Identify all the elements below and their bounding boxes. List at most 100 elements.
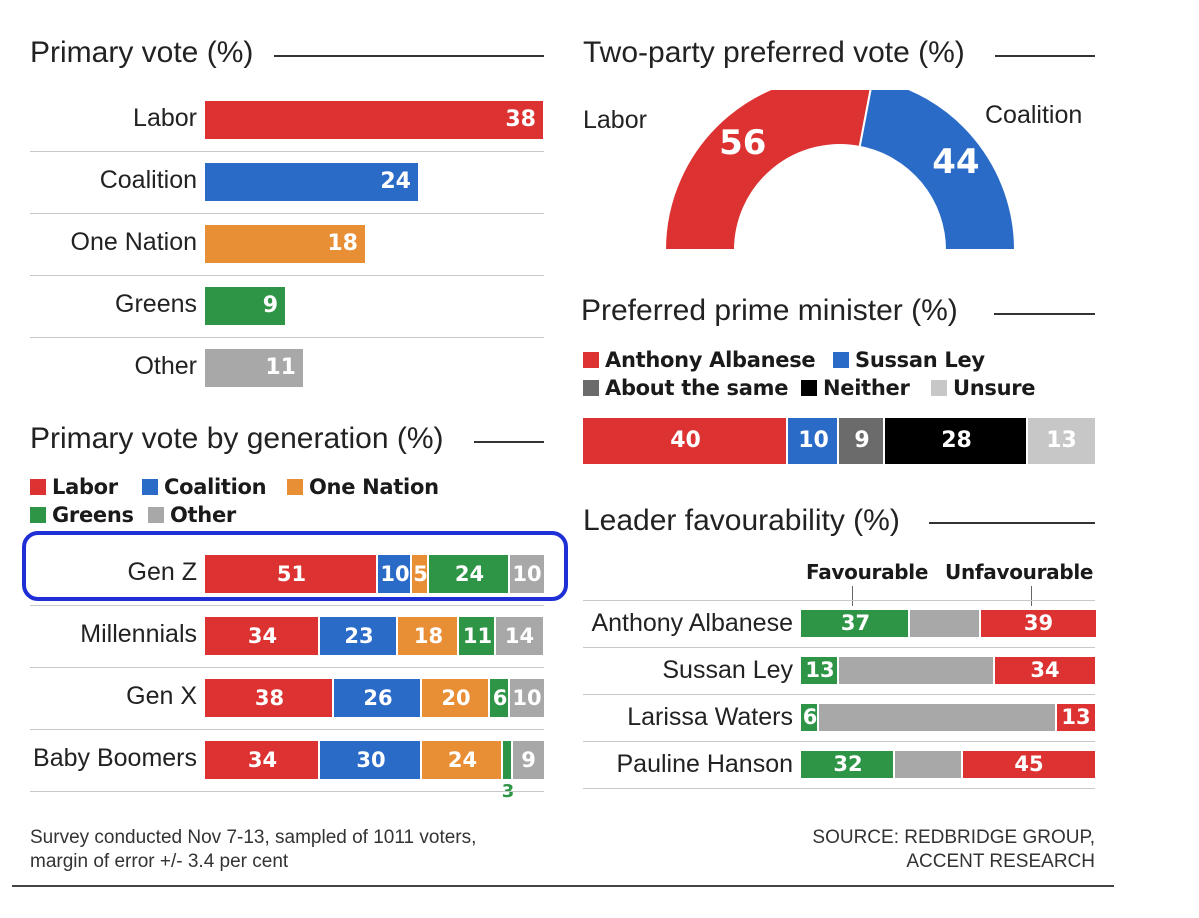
favourability-label-pauline-hanson: Pauline Hanson bbox=[616, 750, 793, 778]
favourability-larissa-waters-favourable-value: 6 bbox=[802, 705, 818, 729]
generation-legend-labor: Labor bbox=[30, 475, 118, 499]
legend-label: Neither bbox=[823, 376, 910, 400]
favourability-pauline-hanson-favourable-bar bbox=[801, 751, 895, 778]
generation-gen-z-other-bar bbox=[510, 555, 544, 593]
generation-millennials-coalition-bar bbox=[320, 617, 398, 655]
row-separator bbox=[583, 647, 1095, 648]
favourability-sussan-ley-favourable-value: 13 bbox=[805, 658, 835, 682]
primary-vote-label-other: Other bbox=[134, 352, 197, 380]
row-separator bbox=[583, 741, 1095, 742]
favourability-larissa-waters-neutral-bar bbox=[819, 704, 1057, 731]
title-rule bbox=[474, 441, 544, 443]
generation-millennials-other-bar bbox=[496, 617, 543, 655]
hand-drawn-highlight bbox=[22, 531, 568, 601]
favourability-sussan-ley-neutral-bar bbox=[839, 657, 995, 684]
legend-label: One Nation bbox=[309, 475, 439, 499]
generation-gen-x-labor-bar bbox=[205, 679, 334, 717]
generation-gen-z-labor-value: 51 bbox=[276, 562, 307, 586]
primary-vote-bar-labor bbox=[205, 101, 543, 139]
generation-gen-z-greens-value: 24 bbox=[454, 562, 485, 586]
favourability-anthony-albanese-favourable-bar bbox=[801, 610, 910, 637]
primary-vote-bar-coalition bbox=[205, 163, 418, 201]
primary-vote-value-labor: 38 bbox=[505, 107, 536, 132]
favourability-label-sussan-ley: Sussan Ley bbox=[662, 656, 793, 684]
legend-label: About the same bbox=[605, 376, 789, 400]
favourable-tick bbox=[852, 586, 853, 606]
primary-vote-value-one-nation: 18 bbox=[327, 231, 358, 256]
generation-baby-boomers-one-nation-bar bbox=[422, 741, 503, 779]
generation-label-millennials: Millennials bbox=[80, 620, 197, 648]
pm-unsure-bar bbox=[1028, 418, 1095, 464]
generation-millennials-coalition-value: 23 bbox=[344, 624, 374, 648]
legend-label: Labor bbox=[52, 475, 118, 499]
generation-title: Primary vote by generation (%) bbox=[30, 422, 444, 455]
pm-sussan-ley-bar bbox=[788, 418, 839, 464]
tpp-coalition-value: 44 bbox=[932, 142, 979, 182]
tpp-labor-slice bbox=[663, 90, 872, 251]
generation-label-gen-x: Gen X bbox=[126, 682, 197, 710]
favourability-sussan-ley-unfavourable-bar bbox=[995, 657, 1095, 684]
legend-swatch bbox=[30, 507, 46, 523]
pm-legend-about-the-same: About the same bbox=[583, 376, 788, 400]
generation-baby-boomers-coalition-bar bbox=[320, 741, 422, 779]
survey-note: Survey conducted Nov 7-13, sampled of 10… bbox=[30, 827, 477, 848]
pm-neither-value: 28 bbox=[941, 428, 972, 453]
generation-gen-x-coalition-value: 26 bbox=[363, 686, 393, 710]
generation-gen-z-other-value: 10 bbox=[512, 562, 542, 586]
row-separator bbox=[30, 791, 544, 792]
legend-swatch bbox=[148, 507, 164, 523]
generation-baby-boomers-one-nation-value: 24 bbox=[447, 748, 478, 772]
unfavourable-header: Unfavourable bbox=[945, 560, 1094, 584]
primary-vote-label-one-nation: One Nation bbox=[70, 228, 197, 256]
two-party-preferred-title: Two-party preferred vote (%) bbox=[583, 36, 965, 69]
favourability-pauline-hanson-unfavourable-bar bbox=[963, 751, 1095, 778]
primary-vote-value-coalition: 24 bbox=[380, 169, 411, 194]
primary-vote-bar-greens bbox=[205, 287, 285, 325]
legend-swatch bbox=[142, 479, 158, 495]
title-rule bbox=[929, 522, 1095, 524]
row-separator bbox=[30, 275, 544, 276]
favourability-anthony-albanese-unfavourable-value: 39 bbox=[1023, 611, 1054, 635]
legend-label: Anthony Albanese bbox=[605, 348, 816, 372]
pm-legend-sussan-ley: Sussan Ley bbox=[833, 348, 985, 372]
generation-gen-x-coalition-bar bbox=[334, 679, 422, 717]
pm-legend-unsure: Unsure bbox=[931, 376, 1036, 400]
generation-legend-greens: Greens bbox=[30, 503, 134, 527]
generation-legend-coalition: Coalition bbox=[142, 475, 267, 499]
legend-label: Greens bbox=[52, 503, 134, 527]
generation-millennials-labor-bar bbox=[205, 617, 320, 655]
primary-vote-label-labor: Labor bbox=[133, 104, 197, 132]
pm-about-the-same-value: 9 bbox=[854, 428, 870, 453]
generation-gen-x-other-bar bbox=[510, 679, 544, 717]
favourability-larissa-waters-unfavourable-bar bbox=[1057, 704, 1095, 731]
generation-legend-one-nation: One Nation bbox=[287, 475, 439, 499]
row-separator bbox=[30, 151, 544, 152]
primary-vote-bar-other bbox=[205, 349, 303, 387]
legend-swatch bbox=[833, 352, 849, 368]
title-rule bbox=[995, 55, 1095, 57]
row-separator bbox=[30, 213, 544, 214]
generation-baby-boomers-labor-bar bbox=[205, 741, 320, 779]
source-line-2: ACCENT RESEARCH bbox=[906, 851, 1095, 872]
tpp-labor-value: 56 bbox=[719, 123, 766, 163]
favourability-pauline-hanson-neutral-bar bbox=[895, 751, 963, 778]
generation-gen-x-one-nation-value: 20 bbox=[441, 686, 471, 710]
generation-baby-boomers-other-bar bbox=[513, 741, 544, 779]
row-separator bbox=[583, 694, 1095, 695]
favourability-larissa-waters-unfavourable-value: 13 bbox=[1061, 705, 1091, 729]
favourability-sussan-ley-unfavourable-value: 34 bbox=[1030, 658, 1060, 682]
bottom-rule bbox=[12, 885, 1114, 887]
generation-gen-z-greens-bar bbox=[429, 555, 510, 593]
favourability-label-larissa-waters: Larissa Waters bbox=[627, 703, 793, 731]
pm-about-the-same-bar bbox=[839, 418, 885, 464]
favourability-larissa-waters-favourable-bar bbox=[801, 704, 819, 731]
generation-gen-z-coalition-bar bbox=[378, 555, 412, 593]
generation-label-gen-z: Gen Z bbox=[127, 558, 197, 586]
pm-sussan-ley-value: 10 bbox=[798, 428, 829, 453]
source-line-1: SOURCE: REDBRIDGE GROUP, bbox=[812, 827, 1095, 848]
generation-gen-z-coalition-value: 10 bbox=[380, 562, 410, 586]
generation-millennials-labor-value: 34 bbox=[247, 624, 278, 648]
legend-swatch bbox=[801, 380, 817, 396]
favourability-label-anthony-albanese: Anthony Albanese bbox=[591, 609, 793, 637]
tpp-coalition-label: Coalition bbox=[985, 101, 1083, 129]
